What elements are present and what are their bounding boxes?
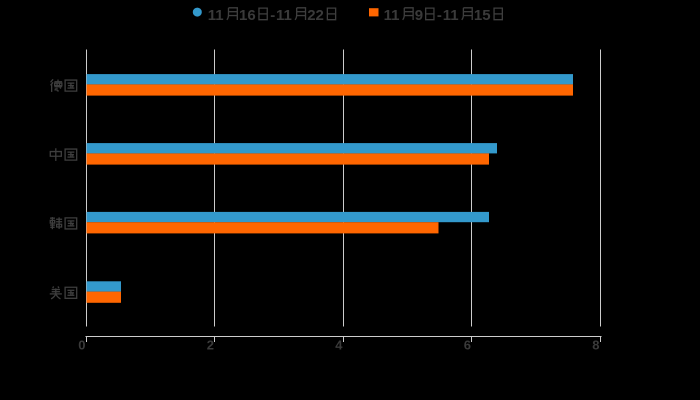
svg-text:16: 16 bbox=[239, 7, 256, 24]
svg-text:15: 15 bbox=[474, 7, 491, 24]
svg-text:11: 11 bbox=[276, 7, 292, 24]
svg-text:11: 11 bbox=[384, 7, 400, 24]
svg-text:-: - bbox=[270, 7, 275, 24]
svg-text:6: 6 bbox=[464, 338, 471, 353]
svg-text:2: 2 bbox=[207, 338, 214, 353]
svg-text:11: 11 bbox=[443, 7, 459, 24]
svg-text:-: - bbox=[437, 7, 442, 24]
svg-text:22: 22 bbox=[307, 7, 324, 24]
svg-text:8: 8 bbox=[592, 338, 599, 353]
svg-text:0: 0 bbox=[78, 338, 85, 353]
svg-text:9: 9 bbox=[415, 7, 423, 24]
svg-text:11: 11 bbox=[208, 7, 224, 24]
svg-text:4: 4 bbox=[335, 338, 343, 353]
